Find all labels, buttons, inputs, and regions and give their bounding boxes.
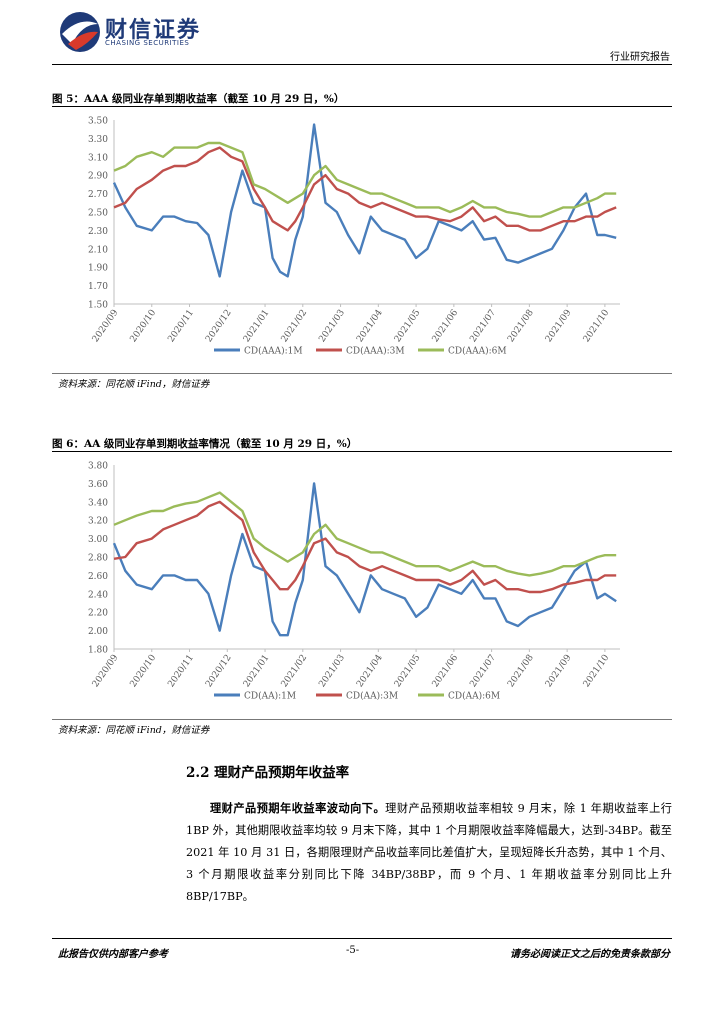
series-line-2	[113, 146, 617, 232]
x-tick-label: 2020/10	[129, 653, 159, 690]
x-tick-label: 2020/11	[166, 653, 196, 689]
figure-top-rule	[52, 451, 672, 452]
x-tick-label: 2020/09	[91, 653, 121, 690]
logo-name: 财信证券	[105, 18, 202, 43]
figure-title: 图 5：AAA 级同业存单到期收益率（截至 10 月 29 日，%）	[52, 93, 345, 105]
x-tick-label: 2021/07	[468, 653, 498, 690]
x-tick-label: 2021/06	[431, 653, 461, 690]
x-tick-label: 2021/06	[431, 308, 461, 345]
x-tick-label: 2021/01	[242, 653, 272, 689]
y-tick-label: 3.30	[88, 135, 108, 145]
y-tick-label: 3.50	[88, 117, 108, 127]
legend-label: CD(AA):1M	[244, 691, 296, 702]
section-title: 2.2 理财产品预期年收益率	[186, 765, 350, 781]
x-tick-label: 2021/02	[280, 653, 310, 689]
x-tick-label: 2021/10	[582, 653, 612, 690]
chart-aaa-cd-yield: 1.50 1.70 1.90 2.10 2.30 2.50 2.70 2.90 3.10 3.30…	[88, 117, 620, 357]
y-tick-label: 1.70	[88, 282, 108, 292]
y-tick-label: 2.80	[88, 554, 108, 564]
y-tick-label: 2.40	[88, 590, 108, 600]
x-tick-label: 2020/09	[91, 308, 121, 345]
section-paragraph: 理财产品预期年收益率波动向下。理财产品预期收益率相较 9 月末，除 1 年期收益…	[186, 797, 672, 908]
company-logo	[58, 10, 228, 58]
y-tick-label: 1.90	[88, 264, 108, 274]
y-tick-label: 3.80	[88, 462, 108, 472]
x-tick-label: 2021/04	[355, 308, 385, 345]
x-tick-label: 2021/03	[317, 308, 347, 345]
footer-notice: 请务必阅读正文之后的免责条款部分	[510, 949, 670, 960]
x-tick-label: 2021/09	[544, 308, 574, 345]
x-tick-label: 2021/02	[280, 308, 310, 344]
series-line-1	[112, 123, 617, 278]
y-tick-label: 2.30	[88, 227, 108, 237]
x-tick-label: 2021/09	[544, 653, 574, 690]
figure-source: 资料来源：同花顺 iFind，财信证券	[58, 379, 210, 390]
legend-label: CD(AAA):1M	[244, 346, 303, 357]
x-tick-label: 2021/07	[468, 308, 498, 345]
x-tick-label: 2021/05	[393, 653, 423, 690]
y-tick-label: 3.10	[88, 153, 108, 163]
y-tick-label: 3.60	[88, 480, 108, 490]
header-divider	[52, 64, 672, 65]
logo-emblem-icon	[60, 12, 100, 52]
legend-label: CD(AAA):6M	[448, 346, 507, 357]
figure-title: 图 6：AA 级同业存单到期收益率情况（截至 10 月 29 日，%）	[52, 438, 358, 450]
series-line-3	[113, 141, 617, 218]
y-tick-label: 2.60	[88, 572, 108, 582]
paragraph-body: 理财产品预期收益率相较 9 月末，除 1 年期收益率上行 1BP 外，其他期限收…	[186, 802, 672, 903]
series-line-3	[113, 491, 617, 577]
legend-label: CD(AA):3M	[346, 691, 398, 702]
x-tick-label: 2020/12	[204, 653, 234, 689]
x-tick-label: 2021/03	[317, 653, 347, 690]
x-tick-label: 2021/10	[582, 308, 612, 345]
report-type: 行业研究报告	[610, 52, 670, 63]
series-line-2	[113, 500, 617, 594]
y-tick-label: 2.20	[88, 609, 108, 619]
y-tick-label: 2.10	[88, 245, 108, 255]
y-tick-label: 1.50	[88, 301, 108, 311]
figure-bottom-rule	[52, 719, 672, 720]
legend-label: CD(AA):6M	[448, 691, 500, 702]
x-tick-label: 2021/01	[242, 308, 272, 344]
x-tick-label: 2021/04	[355, 653, 385, 690]
paragraph-lead: 理财产品预期年收益率波动向下。	[210, 801, 386, 815]
y-tick-label: 1.80	[88, 646, 108, 656]
y-tick-label: 2.90	[88, 172, 108, 182]
footer-divider	[52, 938, 672, 939]
x-tick-label: 2021/08	[506, 308, 536, 345]
page-number: -5-	[346, 945, 360, 956]
y-tick-label: 3.00	[88, 535, 108, 545]
x-tick-label: 2021/05	[393, 308, 423, 345]
legend-label: CD(AAA):3M	[346, 346, 405, 357]
y-tick-label: 2.50	[88, 209, 108, 219]
y-tick-label: 2.70	[88, 190, 108, 200]
x-tick-label: 2020/10	[129, 308, 159, 345]
figure-source: 资料来源：同花顺 iFind，财信证券	[58, 725, 210, 736]
y-tick-label: 3.20	[88, 517, 108, 527]
x-tick-label: 2020/12	[204, 308, 234, 344]
y-tick-label: 2.00	[88, 627, 108, 637]
series-line-1	[112, 482, 617, 637]
x-tick-label: 2021/08	[506, 653, 536, 690]
footer-disclaimer: 此报告仅供内部客户参考	[58, 949, 168, 960]
x-tick-label: 2020/11	[166, 308, 196, 344]
figure-bottom-rule	[52, 373, 672, 374]
chart-aa-cd-yield: 1.80 2.00 2.20 2.40 2.60 2.80 3.00 3.20 3.40 3.60…	[88, 462, 620, 702]
y-tick-label: 3.40	[88, 498, 108, 508]
figure-top-rule	[52, 106, 672, 107]
logo-subtitle: CHASING SECURITIES	[105, 39, 190, 47]
